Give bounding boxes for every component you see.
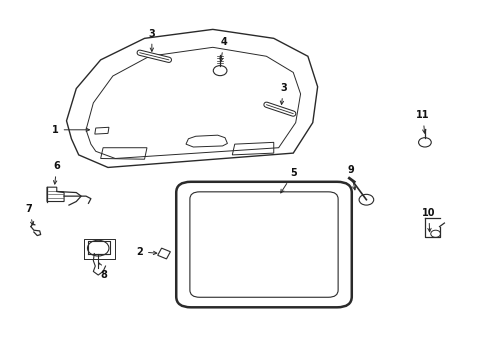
- Text: 1: 1: [52, 125, 89, 135]
- Text: 10: 10: [421, 208, 435, 232]
- Text: 6: 6: [53, 161, 60, 184]
- Text: 2: 2: [136, 247, 157, 257]
- Text: 8: 8: [99, 263, 107, 280]
- Text: 7: 7: [25, 204, 34, 225]
- Text: 4: 4: [219, 37, 227, 62]
- Text: 11: 11: [415, 110, 429, 133]
- Text: 9: 9: [346, 165, 355, 190]
- Text: 5: 5: [280, 168, 296, 193]
- Text: 3: 3: [148, 28, 155, 51]
- Text: 3: 3: [280, 83, 286, 104]
